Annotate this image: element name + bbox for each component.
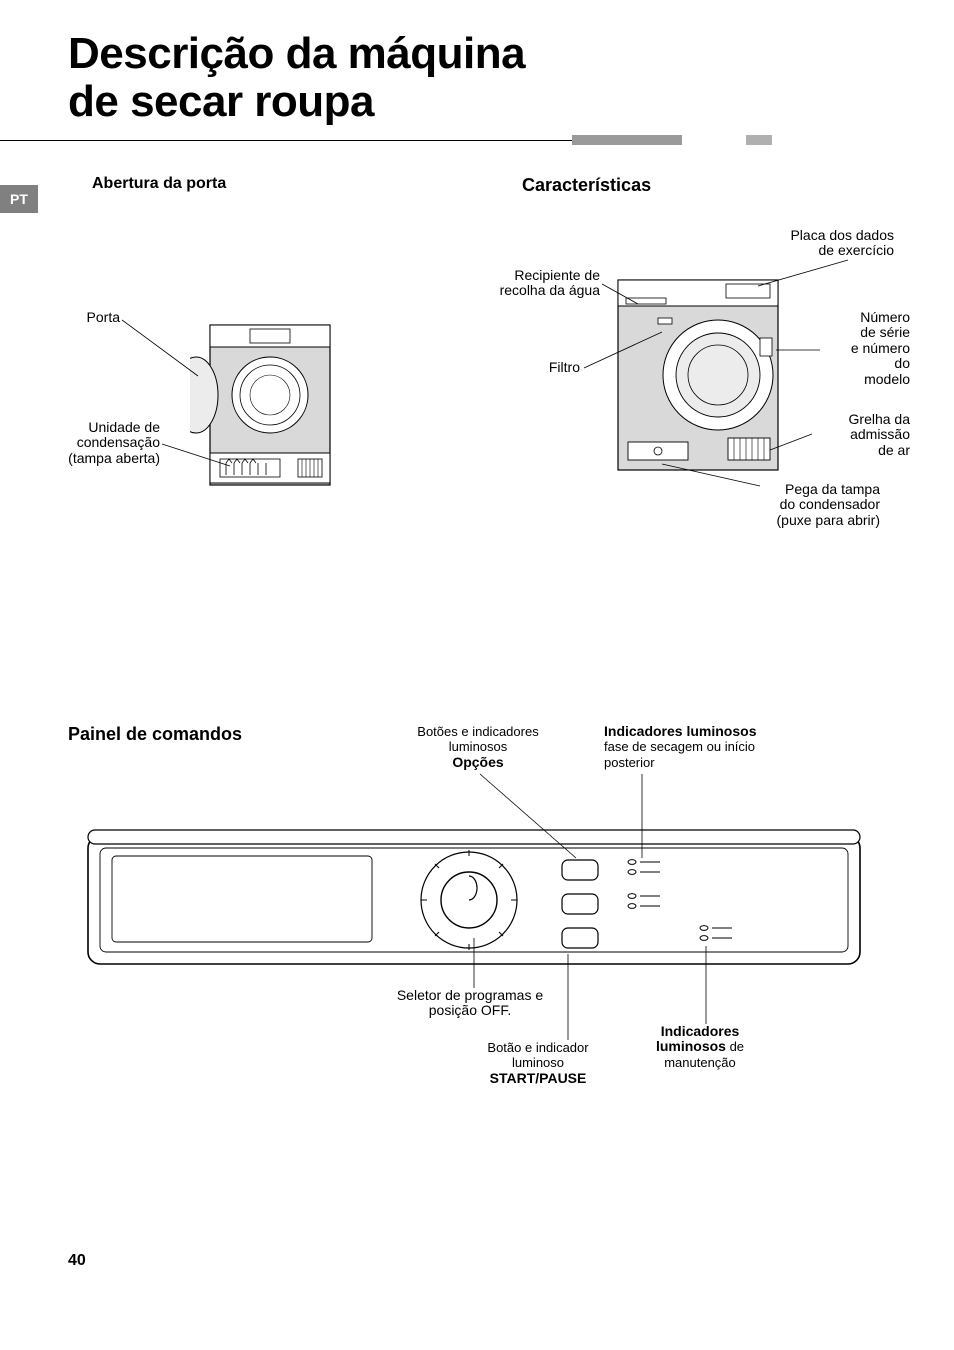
heading-painel: Painel de comandos <box>68 724 242 745</box>
page-title: Descrição da máquina de secar roupa <box>0 0 954 127</box>
title-line2: de secar roupa <box>68 77 374 126</box>
rule-segment <box>572 135 682 145</box>
page-number: 40 <box>68 1252 86 1270</box>
leader-porta <box>120 316 220 386</box>
label-placa: Placa dos dados de exercício <box>744 228 894 259</box>
leader-start <box>560 952 580 1042</box>
heading-abertura: Abertura da porta <box>92 175 226 193</box>
rule-segment <box>746 135 772 145</box>
label-seletor: Seletor de programas e posição OFF. <box>360 988 580 1019</box>
leader-numero <box>774 344 834 364</box>
leader-unidade <box>160 440 240 480</box>
label-grelha: Grelha da admissão de ar <box>810 412 910 458</box>
label-recipiente: Recipiente de recolha da água <box>430 268 600 299</box>
leader-manutencao <box>698 944 718 1026</box>
rule-black <box>0 140 572 141</box>
leader-filtro <box>582 330 672 374</box>
label-start: Botão e indicador luminoso START/PAUSE <box>448 1040 628 1086</box>
language-tab: PT <box>0 185 38 213</box>
label-unidade: Unidade de condensação (tampa aberta) <box>40 420 160 466</box>
header-rule <box>0 135 954 145</box>
leader-pega <box>660 462 780 492</box>
label-filtro: Filtro <box>500 360 580 375</box>
label-manutencao: Indicadores luminosos de manutenção <box>620 1024 780 1070</box>
leader-placa <box>748 258 868 288</box>
label-botoes: Botões e indicadores luminosos Opções <box>388 724 568 770</box>
leader-indicadores <box>630 772 660 862</box>
label-indicadores: Indicadores luminosos fase de secagem ou… <box>604 724 824 770</box>
leader-grelha <box>768 430 818 454</box>
leader-seletor <box>466 936 486 990</box>
rule-segment <box>682 135 746 145</box>
leader-botoes <box>476 772 586 862</box>
label-porta: Porta <box>60 310 120 325</box>
heading-caracteristicas: Características <box>522 175 651 196</box>
title-line1: Descrição da máquina <box>68 29 525 78</box>
leader-recipiente <box>596 282 646 312</box>
